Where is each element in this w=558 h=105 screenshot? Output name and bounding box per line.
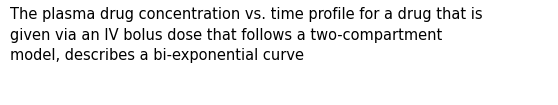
Text: The plasma drug concentration vs. time profile for a drug that is
given via an I: The plasma drug concentration vs. time p… bbox=[10, 7, 483, 63]
